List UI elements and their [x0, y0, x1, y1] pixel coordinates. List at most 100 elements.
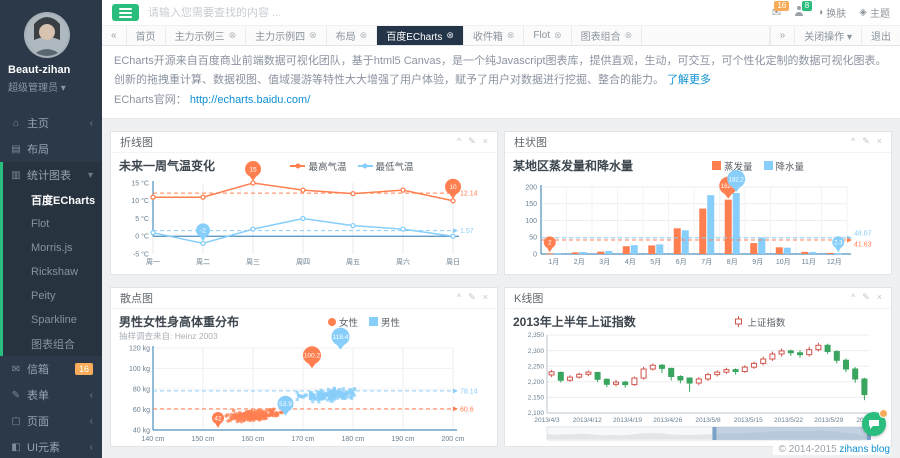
chart-title: 男性女性身高体重分布 [119, 315, 240, 330]
datazoom-selection[interactable] [714, 426, 869, 440]
collapse-icon[interactable]: ^ [850, 292, 856, 303]
datazoom-handle-left[interactable] [712, 426, 717, 440]
sidebar-item-layout[interactable]: ▤ 布局 [0, 136, 102, 162]
svg-text:200 cm: 200 cm [442, 436, 465, 443]
user-icon[interactable]: 8 [794, 1, 813, 19]
scatter-chart-canvas: 140 cm 150 cm 160 cm 170 cm 180 cm 190 cm 200 … [129, 327, 478, 443]
close-icon[interactable]: × [876, 292, 882, 303]
collapse-icon[interactable]: ^ [850, 136, 856, 147]
tab-label: 收件箱 [472, 32, 503, 43]
sidebar-item-ui[interactable]: ◧ UI元素 ‹ [0, 434, 102, 458]
home-icon: ⌂ [12, 117, 20, 129]
sidebar-item-home[interactable]: ⌂ 主页 ‹ [0, 110, 102, 136]
svg-text:2013/5/8: 2013/5/8 [695, 417, 721, 424]
sidebar-item-charts[interactable]: ▥ 统计图表 ▾ [3, 162, 102, 188]
feedback-float-button[interactable] [862, 409, 888, 436]
site-link[interactable]: http://echarts.baidu.com/ [189, 93, 311, 106]
legend-item-上证指数[interactable]: 上证指数 [733, 315, 785, 329]
svg-text:41.63: 41.63 [854, 241, 872, 248]
sidebar: Beaut-zihan 超级管理员 ▾ ⌂ 主页 ‹ ▤ 布局 ▥ 统计图表 ▾ 百度EChar… [0, 0, 102, 458]
chart-title-row: 2013年上半年上证指数 上证指数 [513, 313, 883, 331]
close-tabs-menu[interactable]: 关闭操作 ▾ [794, 26, 861, 45]
svg-text:150 cm: 150 cm [192, 436, 215, 443]
theme-button[interactable]: ◈ 主题 [859, 7, 890, 20]
svg-text:2,350: 2,350 [528, 332, 545, 339]
sidebar-item-label: 表单 [27, 390, 49, 402]
tab-close-icon[interactable]: ⊗ [309, 30, 317, 40]
sidebar-subitem-Morris.js[interactable]: Morris.js [3, 236, 102, 260]
close-icon[interactable]: × [482, 136, 488, 147]
sidebar-subitem-label: 百度ECharts [31, 195, 96, 207]
legend-item-最低气温[interactable]: 最低气温 [357, 159, 414, 173]
tab-close-icon[interactable]: ⊗ [506, 30, 515, 40]
tab-主力示例三[interactable]: 主力示例三 ⊗ [166, 26, 247, 45]
user-role[interactable]: 超级管理员 ▾ [8, 83, 66, 94]
tab-close-icon[interactable]: ⊗ [446, 30, 454, 40]
panel-折线图: 折线图 ^ ✎ × 未来一周气温变化 最高气温 最低气温 15 °C 10 °C 5 °C 0 °C… [110, 130, 498, 275]
tab-图表组合[interactable]: 图表组合 ⊗ [572, 26, 643, 45]
theme-icon: ◈ [859, 7, 867, 18]
svg-text:4月: 4月 [625, 258, 636, 266]
tab-close-icon[interactable]: ⊗ [554, 30, 562, 40]
tab-Flot[interactable]: Flot ⊗ [524, 26, 572, 45]
panel-body: 未来一周气温变化 最高气温 最低气温 15 °C 10 °C 5 °C 0 °C -5 °C 周… [111, 153, 497, 269]
sidebar-subitem-Peity[interactable]: Peity [3, 284, 102, 308]
tabs-scroll-right-icon[interactable]: » [769, 26, 795, 45]
svg-text:162.2: 162.2 [721, 184, 737, 190]
search-input[interactable] [148, 6, 764, 19]
edit-icon[interactable]: ✎ [468, 292, 476, 303]
tab-布局[interactable]: 布局 ⊗ [327, 26, 378, 45]
close-icon[interactable]: × [876, 136, 882, 147]
chart-title-row: 未来一周气温变化 最高气温 最低气温 [119, 157, 489, 175]
sidebar-subitem-label: Morris.js [31, 242, 73, 254]
legend-item-降水量[interactable]: 降水量 [763, 159, 804, 173]
tab-close-icon[interactable]: ⊗ [624, 30, 633, 40]
learn-more-link[interactable]: 了解更多 [667, 74, 712, 87]
legend-item-男性[interactable]: 男性 [369, 315, 400, 329]
tab-百度ECharts[interactable]: 百度ECharts ⊗ [377, 26, 464, 45]
edit-icon[interactable]: ✎ [468, 136, 476, 147]
tab-收件箱[interactable]: 收件箱 ⊗ [464, 26, 525, 45]
site-label: ECharts官网： [114, 93, 187, 106]
svg-text:2013/4/26: 2013/4/26 [653, 417, 682, 424]
tabs-scroll-left-icon[interactable]: « [102, 26, 127, 45]
svg-text:周六: 周六 [396, 257, 410, 266]
sidebar-subitem-Flot[interactable]: Flot [3, 212, 102, 236]
hamburger-menu-button[interactable] [112, 4, 139, 21]
tab-close-icon[interactable]: ⊗ [228, 30, 237, 40]
sidebar-item-forms[interactable]: ✎ 表单 ‹ [0, 382, 102, 408]
edit-icon[interactable]: ✎ [862, 292, 870, 303]
sidebar-subitem-Rickshaw[interactable]: Rickshaw [3, 260, 102, 284]
svg-text:2,150: 2,150 [528, 394, 545, 401]
legend-item-蒸发量[interactable]: 蒸发量 [711, 159, 753, 173]
top-header: ✉16 8 ◑换肤 ◈主题 [102, 0, 900, 26]
sidebar-subitem-图表组合[interactable]: 图表组合 [3, 332, 102, 356]
svg-text:周日: 周日 [446, 258, 460, 266]
tab-主力示例四[interactable]: 主力示例四 ⊗ [246, 26, 327, 45]
edit-icon[interactable]: ✎ [862, 136, 870, 147]
close-icon[interactable]: × [482, 292, 488, 303]
svg-text:5月: 5月 [650, 258, 661, 266]
collapse-icon[interactable]: ^ [456, 292, 462, 303]
logout-button[interactable]: 退出 [861, 26, 900, 45]
blog-link[interactable]: zihans blog [839, 444, 890, 455]
legend-item-最高气温[interactable]: 最高气温 [290, 159, 347, 173]
tab-首页[interactable]: 首页 [127, 26, 166, 45]
mailbox-badge: 16 [74, 362, 93, 376]
mail-icon[interactable]: ✉ 16 [772, 1, 790, 19]
svg-text:2013/5/15: 2013/5/15 [734, 417, 763, 424]
svg-text:2013/5/29: 2013/5/29 [814, 417, 843, 424]
tab-close-icon[interactable]: ⊗ [359, 30, 368, 40]
avatar[interactable] [24, 12, 70, 58]
sidebar-subitem-Sparkline[interactable]: Sparkline [3, 308, 102, 332]
chart-title-row: 某地区蒸发量和降水量 蒸发量 降水量 [513, 157, 883, 175]
svg-text:170 cm: 170 cm [292, 436, 315, 443]
legend-item-女性[interactable]: 女性 [327, 315, 358, 329]
sidebar-subitem-百度ECharts[interactable]: 百度ECharts [3, 188, 102, 212]
collapse-icon[interactable]: ^ [456, 136, 462, 147]
skin-switch-button[interactable]: ◑ 换肤 [817, 7, 847, 20]
sidebar-item-mailbox[interactable]: ✉ 信箱 16 [0, 356, 102, 382]
chevron-left-icon: ‹ [89, 389, 93, 401]
svg-text:78.14: 78.14 [460, 388, 478, 395]
sidebar-item-pages[interactable]: ▢ 页面 ‹ [0, 408, 102, 434]
